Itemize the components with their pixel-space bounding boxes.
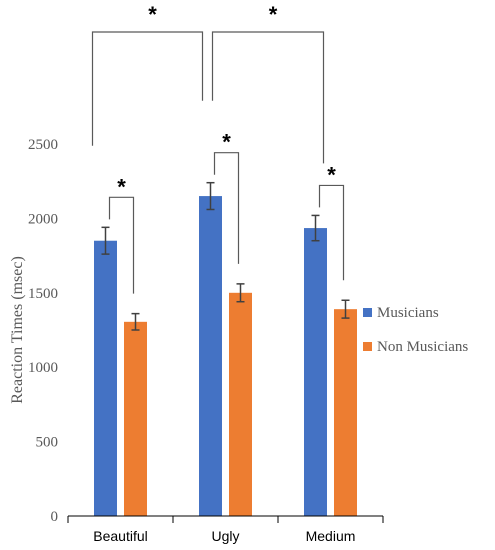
y-tick-label: 1500 (28, 286, 58, 302)
significance-star: * (327, 162, 336, 187)
bracket-within-beautiful (108, 196, 135, 294)
x-tick-label: Medium (306, 528, 356, 544)
y-tick-label: 1000 (28, 360, 58, 376)
legend-swatch-musicians (363, 308, 372, 317)
bar-medium-non-musicians (334, 309, 357, 516)
bar-ugly-musicians (199, 196, 222, 516)
legend-label: Non Musicians (377, 339, 468, 355)
y-tick-label: 500 (36, 435, 59, 451)
bar-ugly-non-musicians (229, 292, 252, 516)
legend-label: Musicians (377, 305, 439, 321)
bar-beautiful-musicians (94, 240, 117, 516)
y-tick-label: 0 (51, 509, 59, 525)
bar-beautiful-non-musicians (124, 321, 147, 516)
bars (94, 196, 357, 516)
significance-star: * (148, 2, 157, 27)
significance-stars: * * * * * (117, 2, 336, 199)
significance-brackets (91, 31, 345, 294)
y-axis-label: Reaction Times (msec) (9, 256, 26, 404)
y-axis-ticks: 0 500 1000 1500 2000 2500 (28, 137, 58, 525)
legend: Musicians Non Musicians (363, 305, 468, 355)
bracket-beautiful-ugly (91, 31, 204, 146)
significance-star: * (269, 2, 278, 27)
legend-swatch-non-musicians (363, 342, 372, 351)
bar-medium-musicians (304, 228, 327, 516)
y-axis-label-group: Reaction Times (msec) (9, 256, 26, 404)
significance-star: * (222, 130, 231, 155)
x-tick-label: Ugly (211, 528, 239, 544)
significance-star: * (117, 174, 126, 199)
error-bars (101, 181, 350, 331)
x-axis-ticks: Beautiful Ugly Medium (67, 516, 384, 544)
y-tick-label: 2000 (28, 211, 58, 227)
bracket-within-medium (318, 184, 345, 281)
bracket-ugly-medium (211, 31, 325, 164)
y-tick-label: 2500 (28, 137, 58, 153)
x-tick-label: Beautiful (93, 528, 147, 544)
bracket-within-ugly (213, 152, 240, 264)
